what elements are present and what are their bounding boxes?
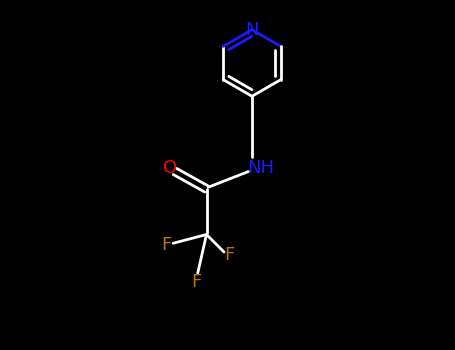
Text: NH: NH xyxy=(247,159,274,177)
Text: F: F xyxy=(191,273,201,291)
Text: F: F xyxy=(224,246,234,265)
Text: F: F xyxy=(161,236,172,254)
Text: O: O xyxy=(163,159,177,177)
Text: N: N xyxy=(245,21,259,39)
